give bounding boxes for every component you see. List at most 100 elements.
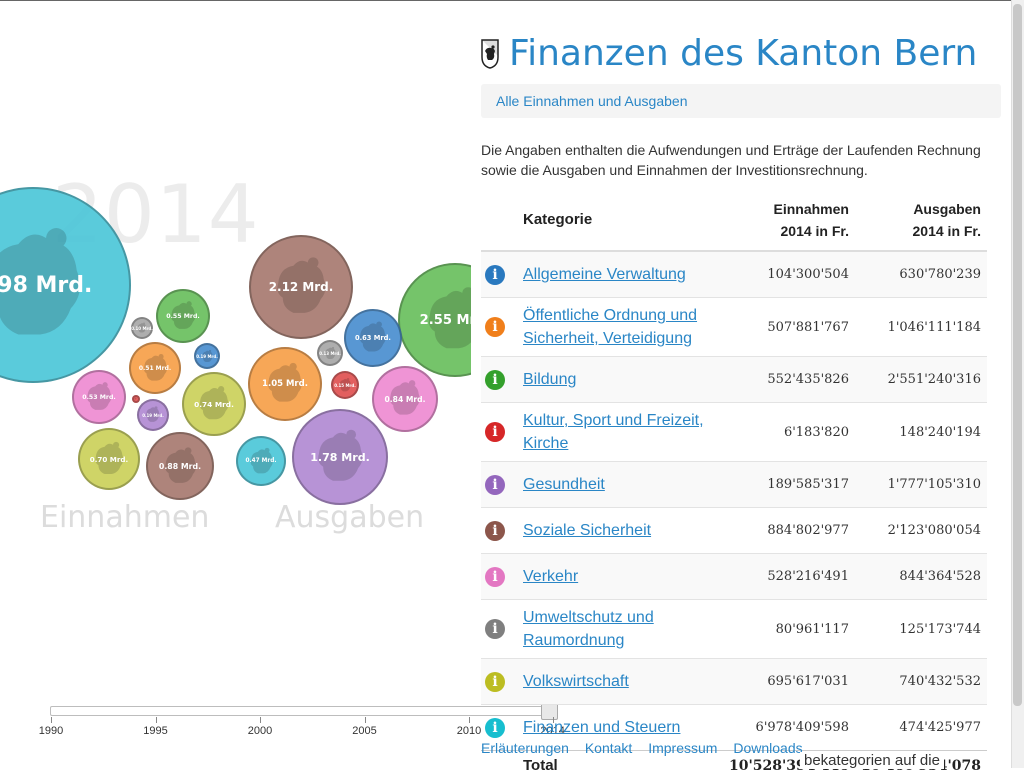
footer-link-impressum[interactable]: Impressum — [648, 740, 717, 756]
slider-tick — [51, 717, 52, 723]
income-cell: 189'585'317 — [723, 462, 855, 508]
bubble[interactable]: 0.84 Mrd. — [372, 366, 438, 432]
bubble[interactable]: 0.47 Mrd. — [236, 436, 286, 486]
footer-link-erlaeuterungen[interactable]: Erläuterungen — [481, 740, 569, 756]
expenses-column-label: Ausgaben — [275, 500, 424, 535]
category-link[interactable]: Gesundheit — [523, 476, 605, 493]
info-icon[interactable]: i — [485, 265, 505, 285]
footer-link-kontakt[interactable]: Kontakt — [585, 740, 632, 756]
nav-bar: Alle Einnahmen und Ausgaben — [481, 84, 1001, 118]
info-icon[interactable]: i — [485, 567, 505, 587]
bubble[interactable]: 0.15 Mrd. — [331, 371, 359, 399]
bubble-label: 0.88 Mrd. — [159, 462, 201, 471]
bubble-label: 0.53 Mrd. — [82, 394, 116, 401]
info-icon[interactable]: i — [485, 718, 505, 738]
category-cell: Öffentliche Ordnung und Sicherheit, Vert… — [517, 298, 723, 357]
info-icon-cell: i — [481, 554, 517, 600]
income-cell: 695'617'031 — [723, 659, 855, 705]
info-icon[interactable]: i — [485, 317, 505, 337]
category-cell: Umweltschutz und Raumordnung — [517, 600, 723, 659]
all-income-expenses-link[interactable]: Alle Einnahmen und Ausgaben — [496, 93, 687, 109]
bubble[interactable]: 0.63 Mrd. — [344, 309, 402, 367]
income-column-label: Einnahmen — [40, 500, 209, 535]
intro-text: Die Angaben enthalten die Aufwendungen u… — [481, 140, 991, 180]
bubble[interactable]: 0.53 Mrd. — [72, 370, 126, 424]
category-link[interactable]: Kultur, Sport und Freizeit, Kirche — [523, 412, 704, 452]
bubble[interactable]: 0.19 Mrd. — [137, 399, 169, 431]
income-cell: 884'802'977 — [723, 508, 855, 554]
category-cell: Kultur, Sport und Freizeit, Kirche — [517, 403, 723, 462]
bubble-label: 0.55 Mrd. — [166, 313, 200, 320]
bubble[interactable]: 0.88 Mrd. — [146, 432, 214, 500]
bubble[interactable]: 0.51 Mrd. — [129, 342, 181, 394]
info-icon[interactable]: i — [485, 475, 505, 495]
category-link[interactable]: Öffentliche Ordnung und Sicherheit, Vert… — [523, 307, 697, 347]
info-icon[interactable]: i — [485, 619, 505, 639]
slider-tick — [469, 717, 470, 723]
category-link[interactable]: Volkswirtschaft — [523, 673, 629, 690]
table-header-row: Kategorie Einnahmen 2014 in Fr. Ausgaben… — [481, 190, 987, 251]
category-link[interactable]: Soziale Sicherheit — [523, 522, 651, 539]
scrollbar-thumb[interactable] — [1013, 4, 1022, 706]
category-link[interactable]: Allgemeine Verwaltung — [523, 266, 686, 283]
info-icon[interactable]: i — [485, 672, 505, 692]
info-icon-cell: i — [481, 403, 517, 462]
expenses-cell: 630'780'239 — [855, 251, 987, 298]
info-icon-cell: i — [481, 659, 517, 705]
bubble-label: 0.63 Mrd. — [355, 334, 391, 342]
income-cell: 104'300'504 — [723, 251, 855, 298]
footer-link-downloads[interactable]: Downloads — [733, 740, 802, 756]
category-link[interactable]: Umweltschutz und Raumordnung — [523, 609, 654, 649]
bubble-label: 0.51 Mrd. — [139, 365, 171, 372]
bubble[interactable]: 0.10 Mrd. — [131, 317, 153, 339]
table-row: i Öffentliche Ordnung und Sicherheit, Ver… — [481, 298, 987, 357]
bubble[interactable]: 1.05 Mrd. — [248, 347, 322, 421]
slider-tick — [156, 717, 157, 723]
income-cell: 80'961'117 — [723, 600, 855, 659]
info-icon[interactable]: i — [485, 422, 505, 442]
bubble[interactable]: 0.55 Mrd. — [156, 289, 210, 343]
info-icon[interactable]: i — [485, 370, 505, 390]
expenses-header-line1: Ausgaben — [861, 198, 981, 220]
expenses-cell: 125'173'744 — [855, 600, 987, 659]
bubble[interactable] — [132, 395, 140, 403]
expenses-column-header: Ausgaben 2014 in Fr. — [855, 190, 987, 251]
footer-links: Erläuterungen Kontakt Impressum Download… — [481, 740, 815, 756]
bubble[interactable]: 0.74 Mrd. — [182, 372, 246, 436]
expenses-cell: 740'432'532 — [855, 659, 987, 705]
expenses-cell: 1'777'105'310 — [855, 462, 987, 508]
bubble[interactable]: 1.78 Mrd. — [292, 409, 388, 505]
slider-tick — [365, 717, 366, 723]
bubble[interactable]: 0.70 Mrd. — [78, 428, 140, 490]
info-icon-cell: i — [481, 462, 517, 508]
expenses-cell: 844'364'528 — [855, 554, 987, 600]
page-title: Finanzen des Kanton Bern — [509, 33, 977, 74]
bubble-label: 0.19 Mrd. — [196, 354, 218, 359]
bubble[interactable]: 2.55 Mrd. — [398, 263, 471, 377]
bubble-label: 0.84 Mrd. — [385, 395, 426, 404]
expenses-cell: 474'425'977 — [855, 705, 987, 751]
bubble-label: 0.70 Mrd. — [90, 455, 128, 464]
category-cell: Bildung — [517, 357, 723, 403]
category-link[interactable]: Finanzen und Steuern — [523, 719, 680, 736]
slider-tick-label: 1995 — [143, 725, 167, 737]
bubble-label: 2.12 Mrd. — [269, 280, 334, 294]
bubble[interactable]: 2.12 Mrd. — [249, 235, 353, 339]
bubble[interactable]: 0.13 Mrd. — [317, 340, 343, 366]
category-link[interactable]: Bildung — [523, 371, 576, 388]
bubble-label: 0.19 Mrd. — [142, 413, 164, 418]
expenses-cell: 2'551'240'316 — [855, 357, 987, 403]
bubble-label: 2.55 Mrd. — [420, 313, 471, 328]
header: Finanzen des Kanton Bern — [481, 33, 977, 74]
slider-tick-label: 2000 — [248, 725, 272, 737]
bubble-label: 0.47 Mrd. — [245, 458, 276, 464]
category-link[interactable]: Verkehr — [523, 568, 578, 585]
info-icon[interactable]: i — [485, 521, 505, 541]
bubble[interactable]: 0.19 Mrd. — [194, 343, 220, 369]
